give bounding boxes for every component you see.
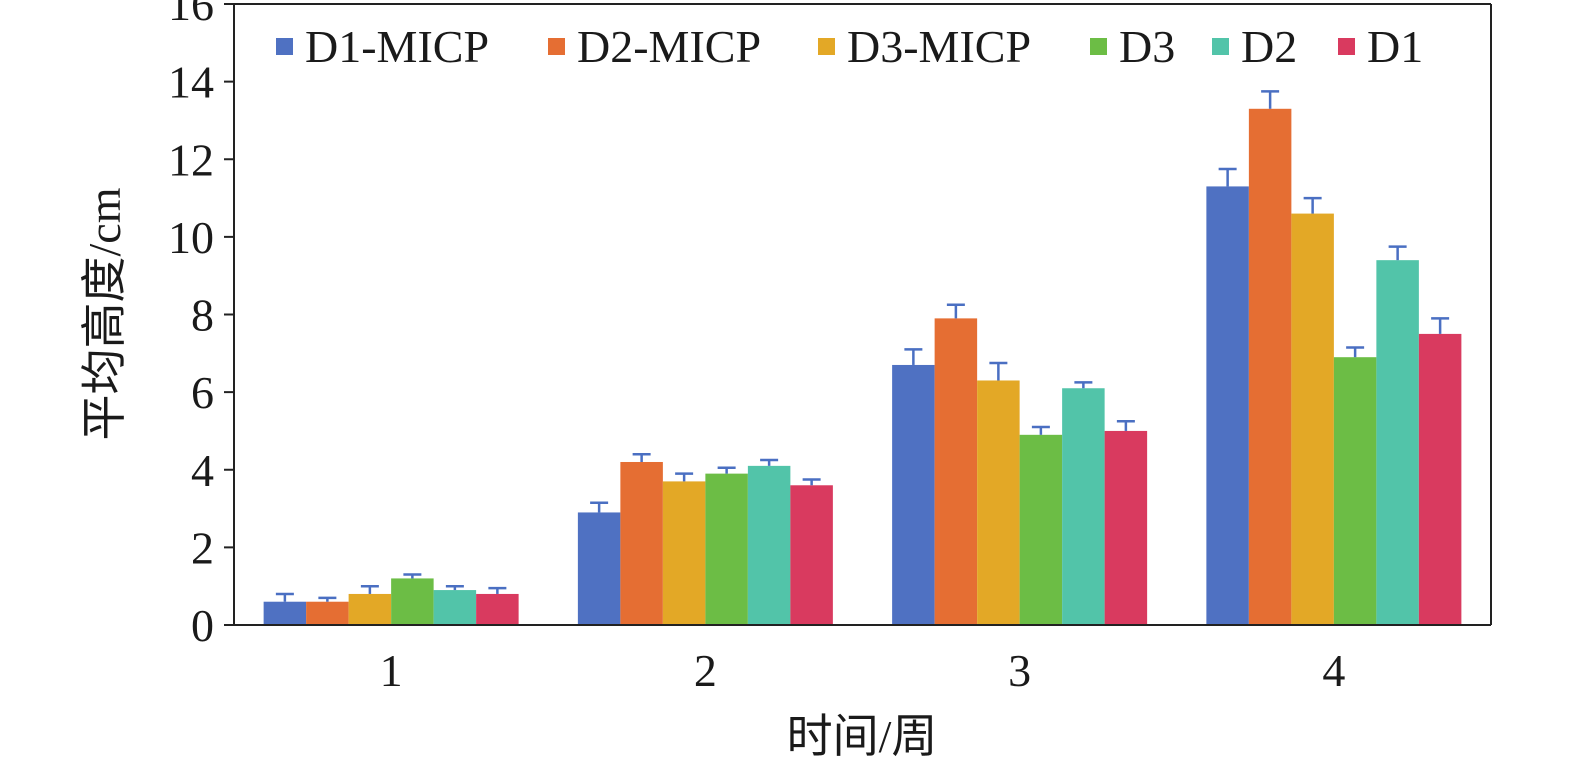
x-axis-title: 时间/周 — [787, 711, 938, 762]
error-bar-d1-week-4 — [1431, 317, 1450, 334]
bar-d1-week-2 — [790, 485, 833, 625]
bar-d3-micp-week-4 — [1291, 213, 1334, 625]
error-bar-d3-week-1 — [403, 573, 422, 579]
bar-d2-week-3 — [1062, 388, 1105, 625]
error-bar-d1-micp-week-3 — [904, 348, 923, 365]
error-bar-d1-week-3 — [1116, 419, 1135, 431]
legend-item-d1-micp: D1-MICP — [276, 21, 489, 72]
y-tick-label-10: 10 — [168, 212, 214, 263]
error-bar-d3-week-4 — [1346, 346, 1365, 358]
y-tick-label-4: 4 — [191, 445, 214, 496]
x-tick-label-2: 2 — [694, 645, 717, 696]
legend-swatch — [1090, 38, 1107, 55]
error-bar-d2-week-2 — [760, 458, 779, 466]
y-tick-label-14: 14 — [168, 57, 214, 108]
y-tick-label-0: 0 — [191, 600, 214, 651]
error-bar-d2-week-4 — [1388, 245, 1407, 261]
y-tick-label-8: 8 — [191, 290, 214, 341]
bar-d1-micp-week-4 — [1206, 186, 1249, 625]
bar-d2-micp-week-3 — [934, 318, 978, 625]
error-bar-d2-week-1 — [445, 584, 464, 591]
bars-layer — [263, 108, 1462, 625]
y-tick-label-16: 16 — [168, 0, 214, 30]
legend-item-d1: D1 — [1338, 21, 1423, 72]
legend-item-d2-micp: D2-MICP — [548, 21, 761, 72]
error-bar-d1-micp-week-1 — [275, 592, 294, 602]
legend-item-d3: D3 — [1090, 21, 1175, 72]
bar-d2-week-2 — [747, 465, 791, 625]
y-axis-title: 平均高度/cm — [79, 187, 130, 440]
legend-label: D3-MICP — [847, 21, 1031, 72]
error-bar-d2-micp-week-2 — [632, 452, 651, 462]
legend-item-d3-micp: D3-MICP — [818, 21, 1031, 72]
legend-swatch — [1338, 38, 1355, 55]
error-bar-d2-micp-week-3 — [946, 303, 965, 319]
error-bar-d3-micp-week-1 — [360, 584, 379, 594]
bar-d1-week-1 — [476, 593, 519, 625]
bar-d1-week-3 — [1104, 430, 1148, 625]
bar-d3-micp-week-1 — [348, 593, 392, 625]
legend-label: D1 — [1367, 21, 1423, 72]
bar-d2-micp-week-2 — [620, 461, 663, 625]
legend-item-d2: D2 — [1212, 21, 1297, 72]
error-bar-d1-micp-week-4 — [1218, 167, 1237, 187]
bar-d3-week-3 — [1019, 434, 1063, 625]
bar-d1-micp-week-2 — [577, 512, 621, 625]
bar-d1-micp-week-1 — [263, 601, 307, 625]
bar-d3-micp-week-3 — [977, 380, 1020, 625]
error-bar-d1-week-1 — [488, 586, 507, 594]
error-bar-d2-micp-week-1 — [318, 596, 337, 602]
error-bars-layer — [275, 90, 1450, 602]
bar-d3-week-4 — [1333, 357, 1377, 625]
legend-swatch — [818, 38, 835, 55]
bar-d3-micp-week-2 — [662, 481, 706, 625]
x-tick-label-4: 4 — [1322, 645, 1345, 696]
legend-label: D3 — [1119, 21, 1175, 72]
error-bar-d3-micp-week-4 — [1303, 196, 1322, 214]
legend-label: D1-MICP — [305, 21, 489, 72]
bar-d1-week-4 — [1418, 333, 1462, 625]
legend-label: D2 — [1241, 21, 1297, 72]
y-tick-label-2: 2 — [191, 522, 214, 573]
legend: D1-MICP D2-MICP D3-MICP D3 D2 D1 — [276, 21, 1423, 72]
error-bar-d3-week-2 — [717, 466, 736, 474]
y-tick-label-12: 12 — [168, 134, 214, 185]
legend-label: D2-MICP — [577, 21, 761, 72]
legend-swatch — [276, 38, 293, 55]
error-bar-d3-micp-week-3 — [989, 361, 1008, 381]
bar-d3-week-2 — [705, 473, 748, 625]
legend-swatch — [1212, 38, 1229, 55]
bar-d3-week-1 — [391, 578, 434, 625]
error-bar-d1-micp-week-2 — [590, 501, 609, 513]
error-bar-d1-week-2 — [802, 478, 821, 486]
error-bar-d3-week-3 — [1031, 425, 1050, 435]
legend-swatch — [548, 38, 565, 55]
y-tick-label-6: 6 — [191, 367, 214, 418]
bar-d2-week-1 — [433, 590, 477, 625]
bar-d2-micp-week-1 — [306, 601, 349, 625]
x-tick-label-1: 1 — [380, 645, 403, 696]
error-bar-d3-micp-week-2 — [675, 472, 694, 482]
bar-d2-micp-week-4 — [1248, 108, 1292, 625]
bar-d2-week-4 — [1376, 260, 1419, 625]
bar-d1-micp-week-3 — [892, 364, 935, 625]
x-tick-label-3: 3 — [1008, 645, 1031, 696]
error-bar-d2-week-3 — [1074, 381, 1093, 389]
error-bar-d2-micp-week-4 — [1261, 90, 1280, 109]
